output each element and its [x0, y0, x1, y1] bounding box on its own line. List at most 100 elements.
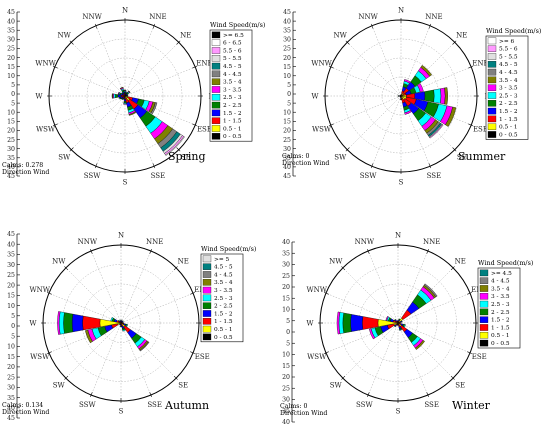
radial-tick-label: 30 — [7, 37, 15, 44]
wind-sector-e — [440, 88, 445, 104]
legend-swatch — [212, 71, 220, 77]
radial-tick-label: 0 — [11, 91, 15, 98]
radial-tick-label: 5 — [286, 340, 290, 347]
legend-swatch — [212, 102, 220, 108]
legend-swatch — [480, 293, 488, 299]
radial-tick-label: 45 — [283, 173, 291, 180]
direction-label-ssw: SSW — [360, 172, 377, 180]
spoke — [125, 42, 179, 96]
direction-label-ssw: SSW — [79, 401, 96, 409]
direction-label-wsw: WSW — [307, 353, 327, 361]
panel-title: Winter — [452, 399, 491, 412]
radial-tick-label: 25 — [7, 137, 15, 144]
wind-sector-w — [112, 94, 113, 99]
legend: Wind Speed(m/s)>= 54.5 - 54 - 4.53.5 - 4… — [201, 245, 256, 342]
legend-swatch — [480, 324, 488, 330]
spoke — [55, 67, 125, 96]
legend-label: 0 - 0.5 — [223, 134, 242, 140]
legend-swatch — [203, 334, 211, 340]
direction-label-nnw: NNW — [78, 238, 98, 246]
legend-label: 1.5 - 2 — [214, 311, 233, 317]
calms-label: Calms: 0.134 — [2, 402, 43, 409]
spoke — [121, 293, 193, 323]
panel-title: Summer — [458, 150, 506, 163]
legend-swatch — [488, 92, 496, 98]
radial-tick-label: 15 — [7, 354, 15, 361]
direction-label-sse: SSE — [424, 401, 439, 409]
direction-label-nw: NW — [329, 257, 343, 265]
direction-label-se: SE — [178, 382, 188, 390]
direction-label-nne: NNE — [423, 238, 440, 246]
radial-tick-label: 25 — [283, 137, 291, 144]
radial-tick-label: 35 — [7, 395, 15, 402]
legend-swatch — [480, 278, 488, 284]
radial-tick-label: 30 — [282, 262, 290, 269]
radial-tick-label: 5 — [287, 100, 291, 107]
direction-wind-label: Direction Wind — [280, 410, 327, 417]
legend-label: 3.5 - 4 — [499, 78, 518, 84]
wind-rose-panel-winter: 4035302520151050510152025303540NNNENEENE… — [280, 232, 533, 427]
radial-tick-label: 5 — [11, 100, 15, 107]
legend-label: 1 - 1.5 — [499, 117, 518, 123]
direction-label-ne: NE — [456, 32, 467, 40]
radial-tick-label: 5 — [11, 333, 15, 340]
direction-label-nne: NNE — [425, 13, 442, 21]
radial-tick-label: 35 — [283, 27, 291, 34]
spoke — [372, 96, 401, 166]
legend-swatch — [488, 38, 496, 44]
direction-label-nw: NW — [52, 257, 66, 265]
direction-label-nnw: NNW — [355, 238, 375, 246]
direction-label-sw: SW — [330, 382, 343, 390]
legend-swatch — [203, 310, 211, 316]
legend-swatch — [488, 124, 496, 130]
legend-title: Wind Speed(m/s) — [210, 21, 265, 29]
spoke — [368, 251, 398, 323]
legend-swatch — [488, 61, 496, 67]
wind-sector-n — [120, 320, 121, 321]
legend-swatch — [212, 79, 220, 85]
wind-sector-e — [434, 89, 441, 104]
radial-tick-label: 10 — [7, 109, 15, 116]
legend-label: 1 - 1.5 — [491, 325, 510, 331]
radial-tick-label: 0 — [287, 91, 291, 98]
legend-label: 2.5 - 3 — [223, 95, 242, 101]
direction-label-n: N — [122, 7, 128, 15]
legend-swatch — [203, 303, 211, 309]
radial-tick-label: 30 — [7, 385, 15, 392]
legend-swatch — [488, 77, 496, 83]
wind-sector-e — [425, 90, 435, 102]
wind-rose-panel-autumn: 45403530252015105051015202530354045NNNEN… — [2, 231, 256, 422]
legend-swatch — [203, 295, 211, 301]
radial-tick-label: 0 — [11, 323, 15, 330]
wind-sector-w — [398, 95, 399, 96]
radial-tick-label: 40 — [7, 241, 15, 248]
legend: Wind Speed(m/s)>= 6.56 - 6.55.5 - 65 - 5… — [210, 21, 265, 141]
spoke — [91, 251, 121, 323]
legend-label: 1.5 - 2 — [223, 111, 242, 117]
spoke — [125, 26, 154, 96]
radial-tick-label: 35 — [7, 252, 15, 259]
wind-sector-nnw — [397, 321, 398, 322]
direction-label-wsw: WSW — [36, 125, 56, 133]
wind-rose-panel-summer: 45403530252015105051015202530354045NNNEN… — [282, 7, 541, 187]
legend-label: 0 - 0.5 — [214, 335, 233, 341]
panel-title: Autumn — [164, 399, 209, 412]
radial-tick-label: 15 — [283, 64, 291, 71]
radial-tick-label: 10 — [7, 303, 15, 310]
direction-label-ne: NE — [178, 257, 189, 265]
legend-label: 3.5 - 4 — [214, 280, 233, 286]
legend-swatch — [212, 110, 220, 116]
legend-swatch — [212, 118, 220, 124]
legend-label: 0.5 - 1 — [223, 126, 242, 132]
spoke — [71, 42, 125, 96]
spoke — [96, 26, 125, 96]
legend-label: 1 - 1.5 — [214, 319, 233, 325]
legend-swatch — [203, 326, 211, 332]
radial-tick-label: 40 — [7, 18, 15, 25]
legend-swatch — [212, 47, 220, 53]
direction-label-se: SE — [455, 382, 465, 390]
direction-label-w: W — [311, 93, 319, 101]
radial-tick-label: 15 — [283, 119, 291, 126]
legend-swatch — [203, 318, 211, 324]
spoke — [121, 251, 151, 323]
